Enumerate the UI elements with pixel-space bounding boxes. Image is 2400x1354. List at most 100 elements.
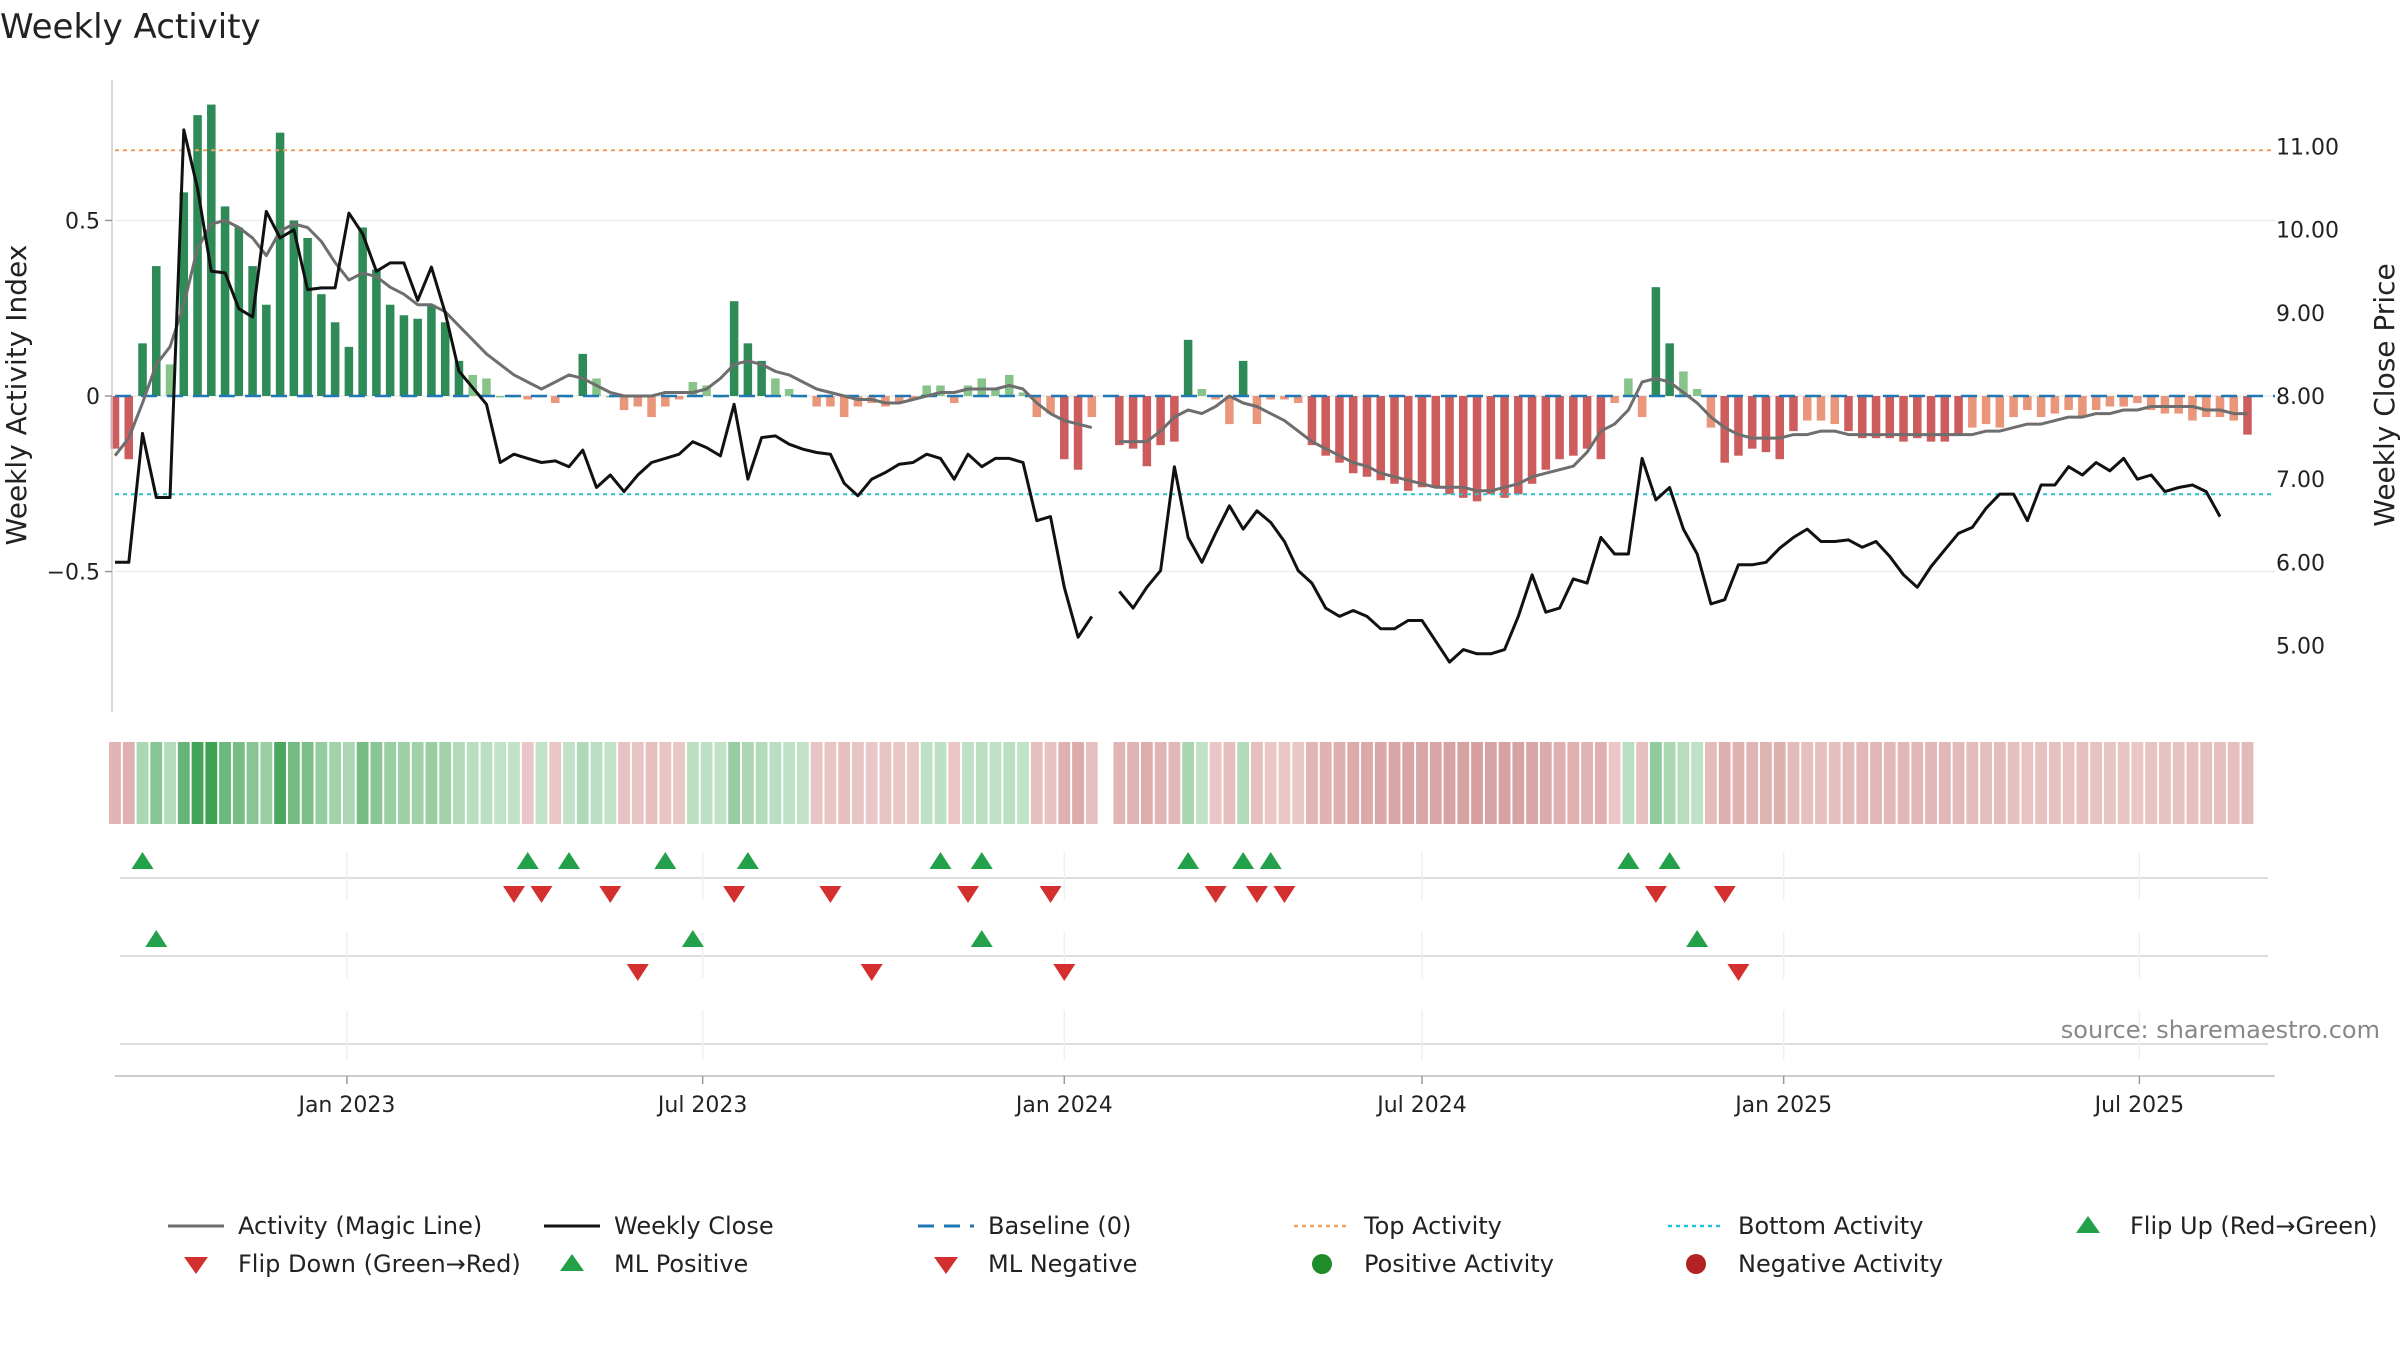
activity-bar [1940, 396, 1950, 442]
heat-cell [576, 742, 589, 824]
heat-cell [934, 742, 947, 824]
flip-down-marker [1713, 886, 1736, 903]
heat-cell [342, 742, 355, 824]
flip-up-marker [1232, 852, 1255, 869]
source-credit: source: sharemaestro.com [2061, 1016, 2380, 1044]
flip-down-marker [956, 886, 979, 903]
flip-down-marker [1644, 886, 1667, 903]
activity-bar [1830, 396, 1840, 425]
activity-bar [2174, 396, 2183, 414]
flip-down-marker [1204, 886, 1227, 903]
heat-cell [1306, 742, 1318, 824]
heat-cell [329, 742, 342, 824]
activity-bar [1266, 396, 1275, 400]
activity-bar [1362, 396, 1372, 477]
heat-cell [1168, 742, 1181, 824]
activity-bar [440, 322, 450, 396]
activity-bar [2036, 396, 2046, 418]
activity-bar [661, 396, 670, 407]
activity-bar [647, 396, 656, 418]
activity-bar [1307, 396, 1317, 446]
heat-cell [150, 742, 163, 824]
activity-bar [2023, 396, 2032, 411]
legend-swatch [560, 1254, 584, 1271]
heat-cell [521, 742, 534, 824]
activity-bar [1073, 396, 1083, 470]
heat-cell [1512, 742, 1525, 824]
heat-cell [1677, 742, 1690, 824]
heat-cell [1113, 742, 1126, 824]
heat-cell [893, 742, 906, 824]
legend-label: Negative Activity [1738, 1250, 1943, 1278]
heat-cell [274, 742, 287, 824]
heat-cell [1718, 742, 1731, 824]
y2-tick-label: 5.00 [2276, 634, 2325, 659]
activity-bar [1569, 396, 1578, 456]
heat-cell [356, 742, 369, 824]
x-tick-label: Jul 2023 [656, 1093, 748, 1118]
activity-bar [2119, 396, 2128, 407]
activity-bar [2050, 396, 2060, 414]
activity-bars [110, 104, 2252, 502]
activity-bar [674, 396, 684, 400]
activity-bar [688, 381, 698, 396]
activity-bar [523, 396, 533, 400]
activity-bar [2146, 396, 2156, 411]
legend-item-mlneg: ML Negative [934, 1250, 1137, 1278]
ml-positive-marker [1686, 930, 1709, 947]
legend-item-magic: Activity (Magic Line) [168, 1212, 482, 1240]
heat-cell [686, 742, 699, 824]
heat-cell [1072, 742, 1084, 824]
heat-cell [2172, 742, 2185, 824]
heat-cell [1471, 742, 1483, 824]
activity-bar [165, 364, 175, 396]
y2-tick-label: 10.00 [2276, 219, 2339, 244]
ml-positive-marker [681, 930, 704, 947]
activity-bar [619, 396, 629, 411]
heat-cell [535, 742, 548, 824]
ml-negative-marker [626, 964, 649, 981]
heat-cell [2090, 742, 2103, 824]
activity-bar [2160, 396, 2170, 414]
heat-cell [1374, 742, 1387, 824]
axes-layer: −0.5 0 0.5 5.00 6.00 7.00 8.00 9.00 10.00 11.00 [47, 80, 2339, 712]
heat-cell [2103, 742, 2116, 824]
activity-bar [839, 396, 849, 418]
legend-label: Flip Down (Green→Red) [238, 1250, 521, 1278]
heat-cell [2007, 742, 2020, 824]
activity-bar [2064, 396, 2073, 411]
legend-swatch [1312, 1254, 1332, 1274]
activity-bar [2009, 396, 2018, 418]
heat-cell [384, 742, 397, 824]
heat-cell [370, 742, 383, 824]
heat-cell [2076, 742, 2089, 824]
ml-positive-marker [145, 930, 168, 947]
heat-cell [1526, 742, 1538, 824]
heat-cell [2035, 742, 2048, 824]
activity-bar [152, 266, 161, 396]
heat-cell [1223, 742, 1236, 824]
activity-bar [220, 206, 230, 396]
heat-cell [1663, 742, 1676, 824]
legend-item-mlpos: ML Positive [560, 1250, 748, 1278]
activity-bar [991, 388, 1000, 396]
legend: Activity (Magic Line) Weekly Close Baselin… [168, 1212, 2378, 1278]
heat-cell [1760, 742, 1772, 824]
heat-cell [810, 742, 823, 824]
heat-cell [1622, 742, 1635, 824]
legend-label: ML Negative [988, 1250, 1137, 1278]
heat-cell [838, 742, 851, 824]
activity-bar [949, 396, 959, 404]
heat-cell [549, 742, 562, 824]
heat-cell [2117, 742, 2130, 824]
activity-bar [495, 396, 505, 398]
activity-bar [1624, 378, 1633, 396]
heat-cell [1195, 742, 1208, 824]
heat-cell [494, 742, 507, 824]
heat-cell [1264, 742, 1277, 824]
legend-label: Bottom Activity [1738, 1212, 1923, 1240]
flip-up-marker [131, 852, 154, 869]
series-lines [113, 128, 2248, 664]
